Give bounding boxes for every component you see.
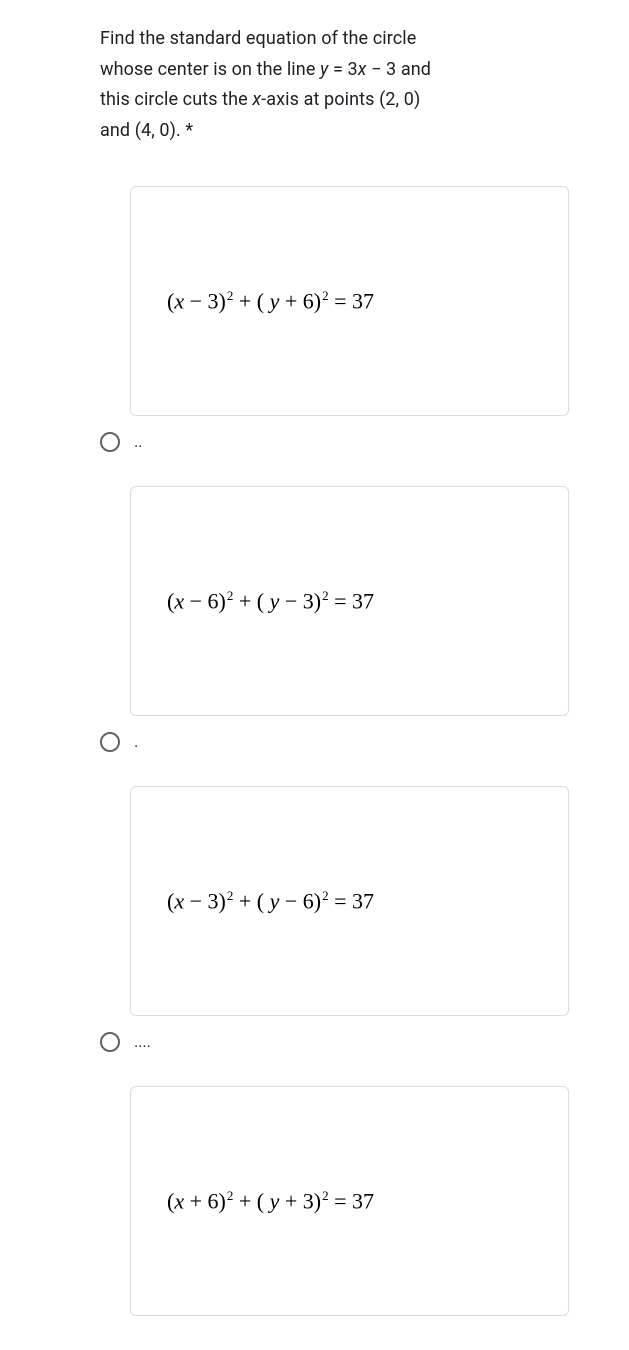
option-equation: (x + 6)2 + ( y + 3)2 = 37: [167, 1188, 374, 1214]
option-row[interactable]: ....: [100, 1016, 569, 1076]
radio-icon[interactable]: [100, 732, 120, 752]
option-block: (x + 6)2 + ( y + 3)2 = 37: [100, 1086, 569, 1316]
options-list: (x − 3)2 + ( y + 6)2 = 37..(x − 6)2 + ( …: [100, 186, 569, 1326]
question-area: Find the standard equation of the circle…: [0, 0, 629, 1350]
q-line-1: Find the standard equation of the circle: [100, 28, 416, 49]
option-equation: (x − 3)2 + ( y − 6)2 = 37: [167, 888, 374, 914]
q-line-2-eq: = 3: [328, 59, 357, 80]
option-equation-box: (x − 3)2 + ( y + 6)2 = 37: [130, 186, 569, 416]
q-line-4: and (4, 0). *: [100, 120, 193, 141]
option-equation: (x − 6)2 + ( y − 3)2 = 37: [167, 588, 374, 614]
option-label: ....: [134, 1034, 151, 1051]
option-equation-box: (x − 3)2 + ( y − 6)2 = 37: [130, 786, 569, 1016]
option-block: (x − 3)2 + ( y − 6)2 = 37....: [100, 786, 569, 1076]
radio-icon[interactable]: [100, 432, 120, 452]
option-row[interactable]: .: [100, 716, 569, 776]
q-line-2-tail: − 3 and: [367, 59, 432, 80]
option-row[interactable]: ..: [100, 416, 569, 476]
option-label: ..: [134, 434, 142, 451]
q-line-2-pre: whose center is on the line: [100, 59, 320, 80]
option-equation: (x − 3)2 + ( y + 6)2 = 37: [167, 288, 374, 314]
option-block: (x − 3)2 + ( y + 6)2 = 37..: [100, 186, 569, 476]
option-equation-box: (x + 6)2 + ( y + 3)2 = 37: [130, 1086, 569, 1316]
option-label: .: [134, 734, 138, 751]
option-equation-box: (x − 6)2 + ( y − 3)2 = 37: [130, 486, 569, 716]
q-line-2-x: x: [358, 59, 367, 80]
q-line-3-post: -axis at points (2, 0): [261, 89, 420, 110]
q-line-3-pre: this circle cuts the: [100, 89, 252, 110]
question-text: Find the standard equation of the circle…: [100, 24, 569, 146]
radio-icon[interactable]: [100, 1032, 120, 1052]
option-block: (x − 6)2 + ( y − 3)2 = 37.: [100, 486, 569, 776]
q-line-3-x: x: [252, 89, 261, 110]
